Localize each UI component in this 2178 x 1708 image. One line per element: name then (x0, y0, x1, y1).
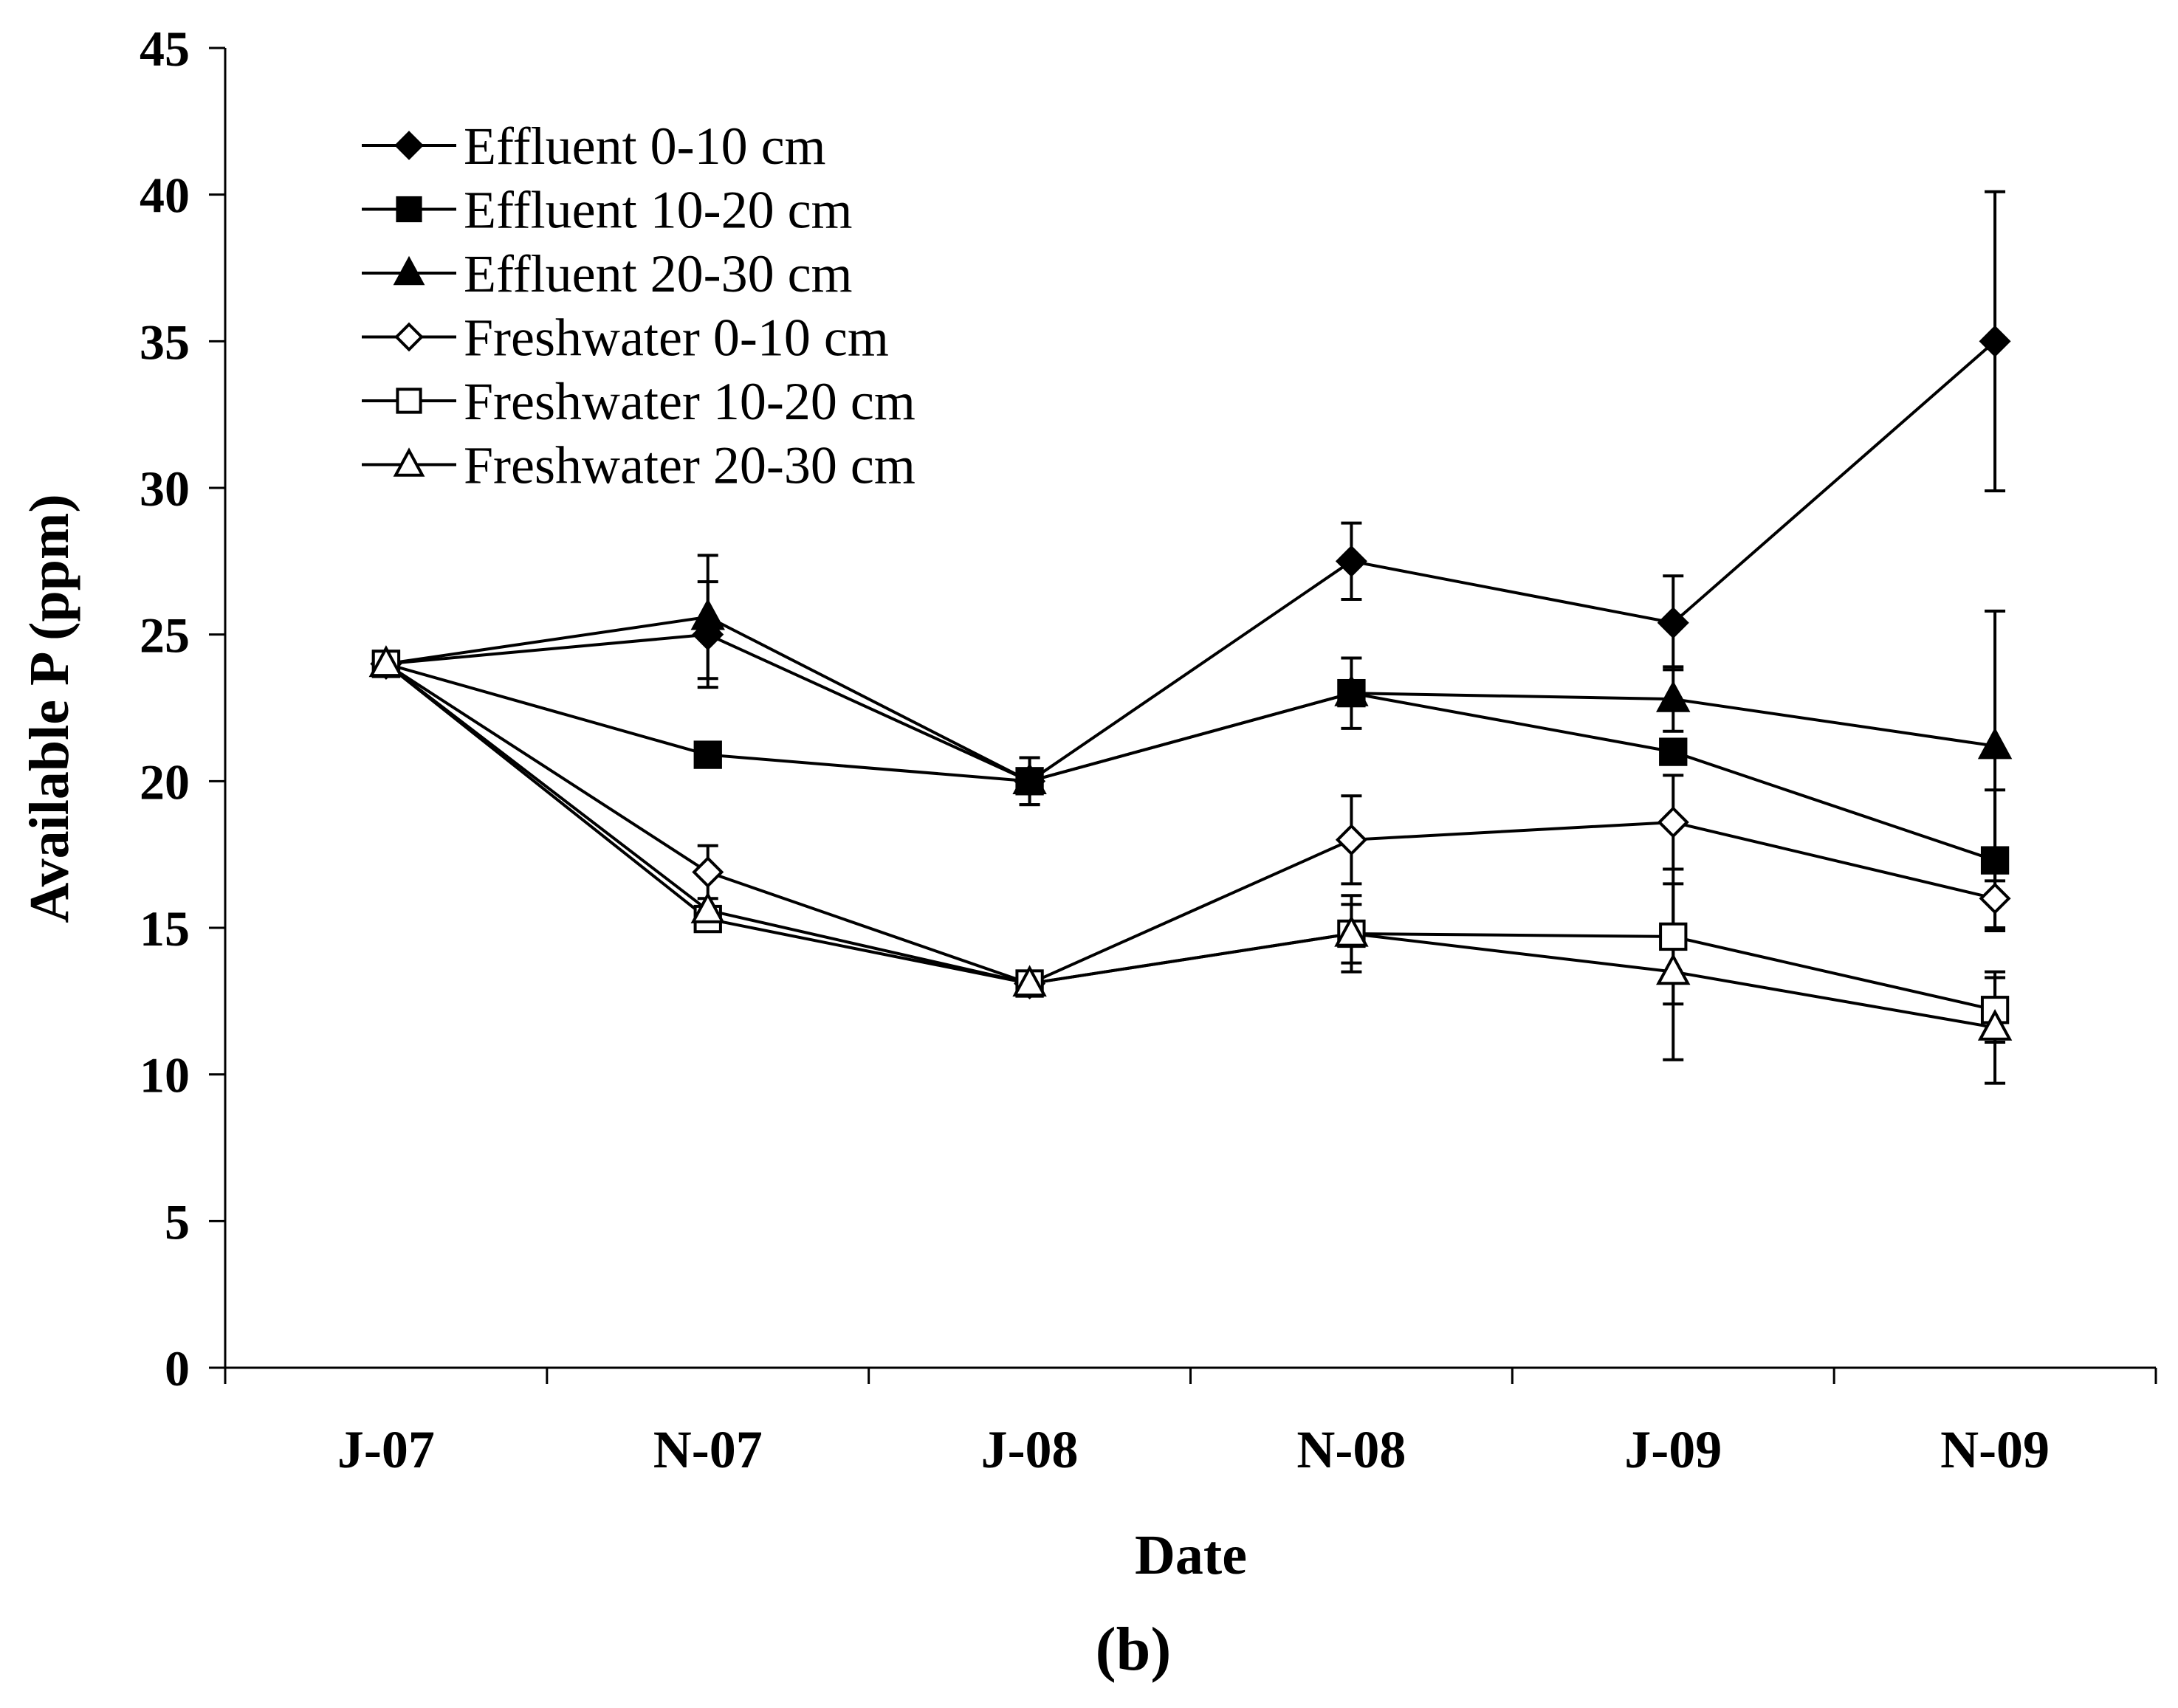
x-tick-label: J-07 (337, 1420, 435, 1479)
y-axis-title: Available P (ppm) (18, 494, 80, 923)
y-tick-label: 15 (140, 901, 190, 957)
legend-marker (394, 131, 424, 160)
data-point-freshwater-20-30-cm (1012, 965, 1047, 997)
legend-item: Effluent 20-30 cm (362, 244, 853, 303)
series-line-effluent-20-30-cm (385, 615, 1996, 783)
data-point-freshwater-20-30-cm (368, 645, 404, 678)
data-point-effluent-0-10-cm (1335, 545, 1367, 577)
legend-item: Freshwater 0-10 cm (362, 309, 889, 368)
legend-item: Freshwater 10-20 cm (362, 372, 915, 431)
data-point-freshwater-0-10-cm (692, 855, 724, 889)
data-point-freshwater-0-10-cm (1979, 882, 2011, 915)
legend-marker (393, 447, 425, 477)
x-tick-label: N-08 (1296, 1420, 1406, 1479)
data-point-effluent-10-20-cm (693, 740, 722, 769)
data-point-freshwater-0-10-cm (1335, 824, 1367, 856)
y-tick-label: 5 (165, 1194, 190, 1250)
data-point-freshwater-20-30-cm (690, 892, 725, 923)
x-ticks: J-07 N-07 J-08 N-08 J-09 N-09 (224, 1368, 2157, 1479)
y-tick-label: 25 (140, 607, 190, 664)
y-tick-label: 30 (140, 461, 190, 517)
data-point-freshwater-20-30-cm (1334, 915, 1369, 947)
data-point-effluent-10-20-cm (1980, 846, 2010, 875)
x-tick-label: J-08 (981, 1420, 1079, 1479)
data-point-effluent-20-30-cm (1012, 762, 1047, 795)
data-point-effluent-20-30-cm (690, 598, 725, 630)
y-ticks: 0 5 10 15 20 25 30 35 40 45 (140, 21, 225, 1397)
y-tick-label: 45 (140, 21, 190, 77)
legend-label: Effluent 10-20 cm (464, 181, 853, 240)
panel-label: (b) (1096, 1615, 1172, 1684)
data-point-effluent-10-20-cm (1659, 737, 1688, 766)
legend-marker (393, 255, 425, 286)
y-tick-label: 40 (140, 168, 190, 224)
legend-item: Freshwater 20-30 cm (362, 436, 915, 495)
y-tick-label: 10 (140, 1047, 190, 1103)
y-tick-label: 35 (140, 314, 190, 370)
plot-series (368, 190, 2013, 1085)
data-point-freshwater-0-10-cm (1657, 806, 1689, 838)
series-line-freshwater-20-30-cm (385, 662, 1996, 1030)
data-point-effluent-0-10-cm (1979, 325, 2011, 357)
legend-label: Freshwater 20-30 cm (464, 436, 915, 495)
data-point-freshwater-20-30-cm (1977, 1009, 2013, 1041)
y-tick-label: 0 (165, 1340, 190, 1397)
legend-marker (396, 196, 422, 223)
legend-item: Effluent 10-20 cm (362, 181, 853, 240)
x-tick-label: J-09 (1624, 1420, 1722, 1479)
y-tick-label: 20 (140, 754, 190, 810)
x-tick-label: N-07 (653, 1420, 763, 1479)
x-axis-title: Date (1135, 1524, 1247, 1586)
x-tick-label: N-09 (1940, 1420, 2050, 1479)
legend-label: Freshwater 10-20 cm (464, 372, 915, 431)
legend-label: Effluent 20-30 cm (464, 244, 853, 303)
legend-marker (396, 388, 422, 414)
data-point-freshwater-20-30-cm (1656, 953, 1691, 985)
legend-item: Effluent 0-10 cm (362, 117, 826, 176)
series-line-freshwater-0-10-cm (385, 662, 1996, 985)
data-point-freshwater-10-20-cm (1659, 922, 1688, 951)
legend-label: Freshwater 0-10 cm (464, 309, 889, 368)
series-line-effluent-0-10-cm (385, 340, 1996, 783)
data-point-effluent-20-30-cm (1977, 727, 2013, 760)
data-point-effluent-20-30-cm (1656, 680, 1691, 712)
data-point-effluent-20-30-cm (1334, 675, 1369, 706)
legend-marker (394, 322, 424, 352)
series-line-effluent-10-20-cm (385, 662, 1996, 862)
data-point-effluent-0-10-cm (1657, 607, 1689, 639)
legend-label: Effluent 0-10 cm (464, 117, 826, 176)
